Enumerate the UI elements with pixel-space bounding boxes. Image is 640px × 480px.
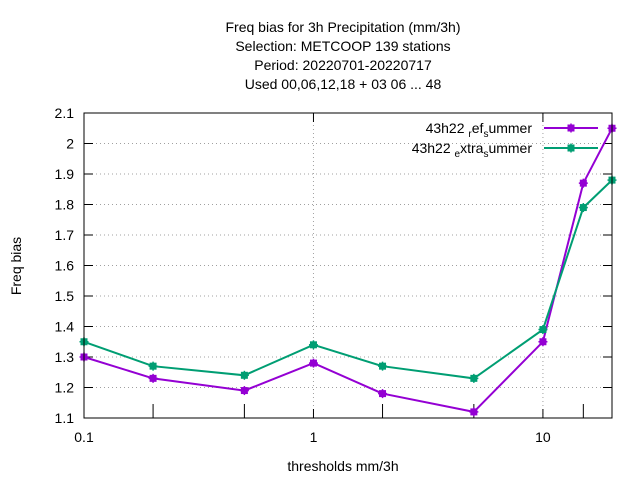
series-2 xyxy=(79,175,617,383)
y-tick-label: 1.3 xyxy=(55,349,75,365)
legend-label: 43h22 extrasummer xyxy=(412,140,533,160)
data-point xyxy=(378,389,388,399)
data-point xyxy=(308,340,318,350)
data-point xyxy=(538,325,548,335)
legend-entry-2: 43h22 extrasummer xyxy=(412,140,598,160)
legend-label-part: xtra xyxy=(460,140,484,156)
data-point xyxy=(578,203,588,213)
y-tick-label: 1.6 xyxy=(55,258,75,274)
y-tick-label: 1.4 xyxy=(55,319,75,335)
title-line-4: Used 00,06,12,18 + 03 06 ... 48 xyxy=(245,76,442,92)
x-axis-label: thresholds mm/3h xyxy=(287,458,398,474)
series-1 xyxy=(79,123,617,417)
title-line-2: Selection: METCOOP 139 stations xyxy=(235,38,450,54)
y-axis-label: Freq bias xyxy=(8,237,24,295)
plot-frame xyxy=(83,112,613,419)
series-line xyxy=(83,179,613,380)
data-point xyxy=(469,373,479,383)
data-point xyxy=(148,361,158,371)
y-tick-label: 1.7 xyxy=(55,227,75,243)
data-point xyxy=(239,386,249,396)
y-tick-label: 2 xyxy=(66,136,74,152)
data-point xyxy=(469,407,479,417)
data-point xyxy=(538,337,548,347)
y-tick-label: 1.8 xyxy=(55,197,75,213)
x-tick-label: 10 xyxy=(535,429,551,445)
x-tick-label: 1 xyxy=(310,429,318,445)
data-point xyxy=(308,358,318,368)
legend-label-subscript: r xyxy=(468,129,472,140)
title-line-1: Freq bias for 3h Precipitation (mm/3h) xyxy=(226,19,461,35)
data-point xyxy=(148,373,158,383)
legend-marker xyxy=(566,143,576,153)
y-tick-label: 1.5 xyxy=(55,288,75,304)
legend-label: 43h22 refsummer xyxy=(426,120,533,140)
data-point xyxy=(239,370,249,380)
tick-labels: 1.1 1.2 1.3 1.4 1.5 1.6 1.7 1.8 1.9 2 2.1 0.1 1 10 xyxy=(55,105,551,445)
legend-entry-1: 43h22 refsummer xyxy=(426,120,598,140)
y-tick-label: 1.9 xyxy=(55,166,75,182)
legend-marker xyxy=(566,123,576,133)
legend-label-part: ummer xyxy=(488,120,532,136)
legend-label-part: 43h22 xyxy=(412,140,455,156)
y-tick-label: 2.1 xyxy=(55,105,75,121)
data-point xyxy=(378,361,388,371)
series-line xyxy=(83,127,613,413)
grid-lines xyxy=(84,113,612,418)
legend-label-part: 43h22 xyxy=(426,120,469,136)
data-series xyxy=(79,123,617,417)
legend-label-subscript: s xyxy=(483,149,488,160)
y-tick-label: 1.1 xyxy=(55,410,75,426)
title-line-3: Period: 20220701-20220717 xyxy=(254,57,432,73)
x-tick-label: 0.1 xyxy=(74,429,94,445)
y-tick-label: 1.2 xyxy=(55,380,75,396)
legend-label-part: ef xyxy=(472,120,484,136)
chart-title: Freq bias for 3h Precipitation (mm/3h) S… xyxy=(226,19,461,92)
legend-label-subscript: s xyxy=(483,129,488,140)
legend-label-part: ummer xyxy=(488,140,532,156)
data-point xyxy=(578,178,588,188)
legend-label-subscript: e xyxy=(455,149,461,160)
